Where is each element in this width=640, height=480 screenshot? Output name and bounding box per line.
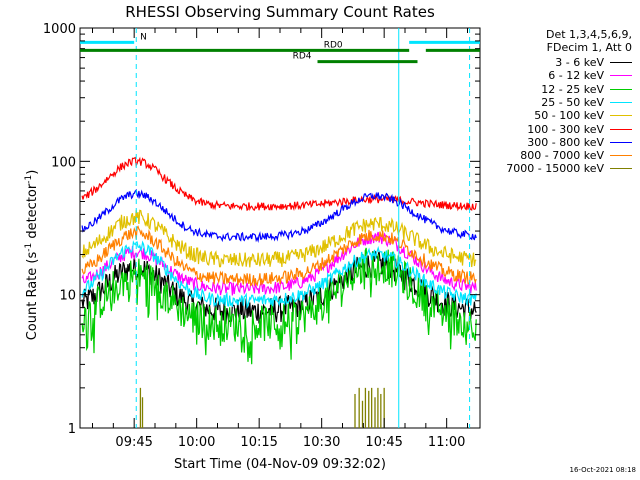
legend-entry: 12 - 25 keV bbox=[541, 83, 632, 96]
x-tick-label: 11:00 bbox=[428, 435, 465, 450]
series-line-1 bbox=[81, 231, 477, 296]
y-tick-label: 100 bbox=[51, 155, 76, 170]
legend-swatch bbox=[610, 141, 632, 143]
flag-label: RD4 bbox=[293, 52, 312, 62]
legend-entry: 50 - 100 keV bbox=[534, 109, 632, 122]
flag-label: RD0 bbox=[324, 40, 343, 50]
legend-entry-label: 3 - 6 keV bbox=[555, 56, 604, 69]
legend-entry-label: 25 - 50 keV bbox=[541, 95, 604, 109]
x-tick-label: 09:45 bbox=[115, 435, 152, 450]
y-tick-label: 1 bbox=[68, 422, 76, 437]
plot-border bbox=[79, 27, 481, 429]
legend-entry: 3 - 6 keV bbox=[555, 56, 632, 69]
legend-swatch bbox=[610, 62, 632, 63]
x-tick-label: 10:45 bbox=[365, 435, 402, 450]
series-line-5 bbox=[81, 156, 477, 212]
x-tick-label: 10:00 bbox=[178, 435, 215, 450]
legend-swatch bbox=[610, 88, 632, 90]
legend-header-1: Det 1,3,4,5,6,9, bbox=[545, 28, 632, 41]
legend-swatch bbox=[610, 155, 632, 157]
chart-axes: 1 10 100 1000 09:45 10:00 10:15 10:30 10:45 11:00 bbox=[43, 22, 480, 450]
y-tick-label: 1000 bbox=[43, 22, 76, 37]
legend-entry: 100 - 300 keV bbox=[527, 123, 632, 136]
y-axis-label: Count Rate (s-1 detector-1) bbox=[24, 170, 40, 341]
legend-entry: 6 - 12 keV bbox=[548, 69, 632, 82]
legend-entry-label: 800 - 7000 keV bbox=[520, 149, 604, 163]
legend-entry-label: 6 - 12 keV bbox=[548, 69, 604, 83]
legend-entry: 7000 - 15000 keV bbox=[506, 162, 632, 175]
legend-swatch bbox=[610, 168, 632, 170]
series-line-7 bbox=[81, 225, 477, 287]
y-tick-label: 10 bbox=[59, 289, 76, 304]
series-line-3 bbox=[81, 240, 477, 310]
series-line-4 bbox=[81, 209, 477, 268]
legend-swatch bbox=[610, 75, 632, 77]
legend-entry-label: 300 - 800 keV bbox=[527, 135, 604, 149]
legend-entry: 300 - 800 keV bbox=[527, 136, 632, 149]
legend-swatch bbox=[610, 101, 632, 103]
legend-entry-label: 7000 - 15000 keV bbox=[506, 162, 604, 176]
legend-header-2: FDecim 1, Att 0 bbox=[546, 41, 632, 54]
x-tick-label: 10:15 bbox=[240, 435, 277, 450]
timestamp: 16-Oct-2021 08:18 bbox=[569, 466, 636, 474]
legend-entry: 800 - 7000 keV bbox=[520, 149, 632, 162]
legend-swatch bbox=[610, 128, 632, 130]
x-axis-label: Start Time (04-Nov-09 09:32:02) bbox=[174, 457, 386, 472]
chart-title: RHESSI Observing Summary Count Rates bbox=[125, 3, 435, 21]
x-tick-label: 10:30 bbox=[303, 435, 340, 450]
legend-entry-label: 12 - 25 keV bbox=[541, 82, 604, 96]
flag-label: N bbox=[140, 32, 147, 42]
legend-swatch bbox=[610, 115, 632, 117]
legend-entry: 25 - 50 keV bbox=[541, 96, 632, 109]
chart-marks: N RD0 RD4 bbox=[80, 28, 480, 428]
legend-entry-label: 100 - 300 keV bbox=[527, 122, 604, 136]
series-line-6 bbox=[81, 188, 477, 243]
legend-entry-label: 50 - 100 keV bbox=[534, 109, 604, 123]
plot-frame bbox=[79, 27, 481, 429]
